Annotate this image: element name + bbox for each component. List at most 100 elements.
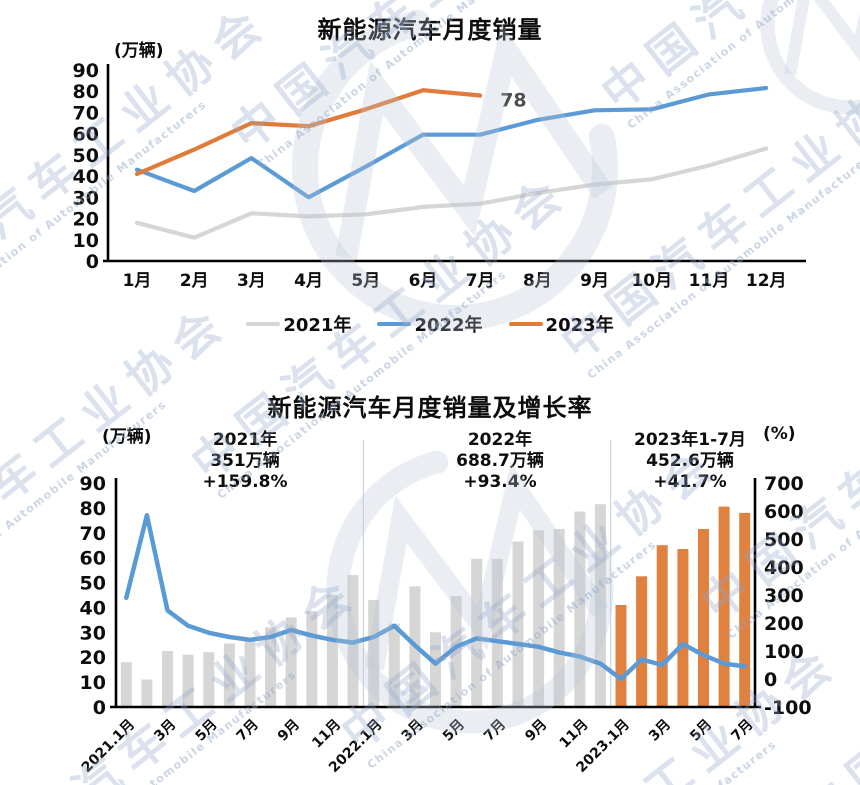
sales-bar	[141, 679, 153, 707]
left-tick-label: 40	[80, 597, 106, 619]
sales-bar	[450, 596, 462, 707]
sales-bar	[491, 558, 503, 707]
annotation-2021-growth: +159.8%	[202, 472, 288, 492]
sales-bar	[326, 595, 338, 707]
series-line-2022年	[134, 85, 769, 200]
right-tick-label: 0	[764, 669, 777, 691]
sales-bar	[615, 605, 627, 707]
x-tick-label: 9月	[580, 271, 609, 291]
top-chart-legend: 2021年 2022年 2023年	[0, 311, 860, 337]
x-tick-label: 3月	[151, 717, 179, 745]
x-tick-label: 5月	[192, 717, 220, 745]
right-tick-label: 100	[764, 641, 804, 663]
sales-bar	[656, 545, 668, 707]
bottom-chart-left-unit-label: (万辆)	[102, 427, 152, 447]
legend-item-2021年: 2021年	[246, 311, 351, 337]
point-value-label: 78	[500, 89, 526, 111]
sales-bar	[388, 623, 400, 707]
sales-bar	[430, 632, 441, 707]
left-tick-label: 10	[80, 672, 106, 694]
y-tick-label: 70	[73, 102, 99, 124]
left-tick-label: 80	[80, 498, 106, 520]
annotation-2023-growth: +41.7%	[653, 472, 727, 492]
x-tick-label: 5月	[687, 717, 715, 745]
annotation-2022-growth: +93.4%	[463, 472, 537, 492]
top-chart-unit-label: (万辆)	[114, 41, 164, 61]
annotation-2022-period: 2022年	[467, 430, 533, 450]
right-tick-label: 600	[764, 501, 804, 523]
x-tick-label: 3月	[237, 271, 266, 291]
y-tick-label: 50	[73, 145, 99, 167]
series-line-2023年	[134, 88, 483, 177]
sales-bar	[285, 617, 297, 707]
right-tick-label: 300	[764, 585, 804, 607]
sales-bar	[471, 558, 483, 707]
sales-bar	[120, 662, 132, 707]
x-tick-label: 3月	[646, 717, 674, 745]
sales-bar	[512, 541, 524, 707]
y-tick-label: 90	[73, 60, 99, 82]
legend-swatch	[246, 322, 281, 326]
sales-bar	[223, 643, 235, 707]
sales-bar	[244, 639, 256, 707]
x-tick-label: 11月	[309, 717, 344, 752]
sales-bar	[265, 627, 277, 707]
sales-bar	[306, 611, 318, 707]
x-tick-label: 9月	[522, 717, 550, 745]
x-tick-label: 12月	[746, 271, 787, 291]
left-tick-label: 70	[80, 523, 106, 545]
sales-bar	[182, 654, 194, 707]
x-tick-label: 2月	[180, 271, 209, 291]
annotation-2021-period: 2021年	[212, 430, 278, 450]
x-tick-label: 11月	[689, 271, 730, 291]
growth-rate-line	[124, 512, 747, 682]
sales-bar	[594, 504, 606, 707]
sales-bar	[739, 512, 751, 707]
annotation-2022-total: 688.7万辆	[456, 451, 544, 471]
left-tick-label: 30	[80, 622, 106, 644]
x-tick-label: 11月	[557, 717, 592, 752]
sales-bar	[698, 529, 709, 707]
x-tick-label: 7月	[466, 271, 495, 291]
sales-bar	[677, 549, 689, 707]
bottom-chart-title: 新能源汽车月度销量及增长率	[267, 394, 593, 422]
left-tick-label: 0	[93, 697, 106, 719]
y-tick-label: 60	[73, 124, 99, 146]
x-tick-label: 8月	[523, 271, 552, 291]
y-tick-label: 30	[73, 187, 99, 209]
sales-bar	[574, 511, 586, 707]
left-tick-label: 60	[80, 548, 106, 570]
sales-bar	[533, 530, 545, 707]
sales-bar	[203, 652, 215, 707]
left-tick-label: 20	[80, 647, 106, 669]
right-tick-label: 400	[764, 557, 804, 579]
left-tick-label: 90	[80, 473, 106, 495]
annotation-2021: 2021年 351万辆 +159.8%	[135, 430, 355, 493]
right-tick-label: 700	[764, 473, 804, 495]
legend-item-2023年: 2023年	[508, 311, 614, 337]
y-tick-label: 40	[73, 166, 99, 188]
y-tick-label: 80	[73, 81, 99, 103]
legend-item-2022年: 2022年	[377, 311, 483, 337]
x-tick-label: 4月	[294, 271, 323, 291]
top-chart-title: 新能源汽车月度销量	[317, 16, 543, 44]
sales-bar	[368, 600, 380, 707]
x-tick-label: 1月	[123, 271, 152, 291]
left-tick-label: 50	[80, 573, 106, 595]
series-line-2021年	[134, 146, 769, 240]
sales-bar	[718, 506, 730, 707]
sales-bar	[636, 576, 648, 707]
x-tick-label: 5月	[440, 717, 468, 745]
bottom-chart-right-unit-label: (%)	[763, 424, 796, 444]
sales-bar	[162, 651, 173, 707]
x-tick-label: 7月	[728, 717, 756, 745]
x-tick-label: 7月	[481, 717, 509, 745]
annotation-2023-total: 452.6万辆	[646, 451, 734, 471]
x-tick-label: 6月	[409, 271, 438, 291]
x-tick-label: 9月	[275, 717, 303, 745]
legend-swatch	[377, 322, 412, 326]
sales-bar	[553, 529, 565, 707]
right-tick-label: 500	[764, 529, 804, 551]
x-tick-label: 2021.1月	[79, 717, 138, 776]
